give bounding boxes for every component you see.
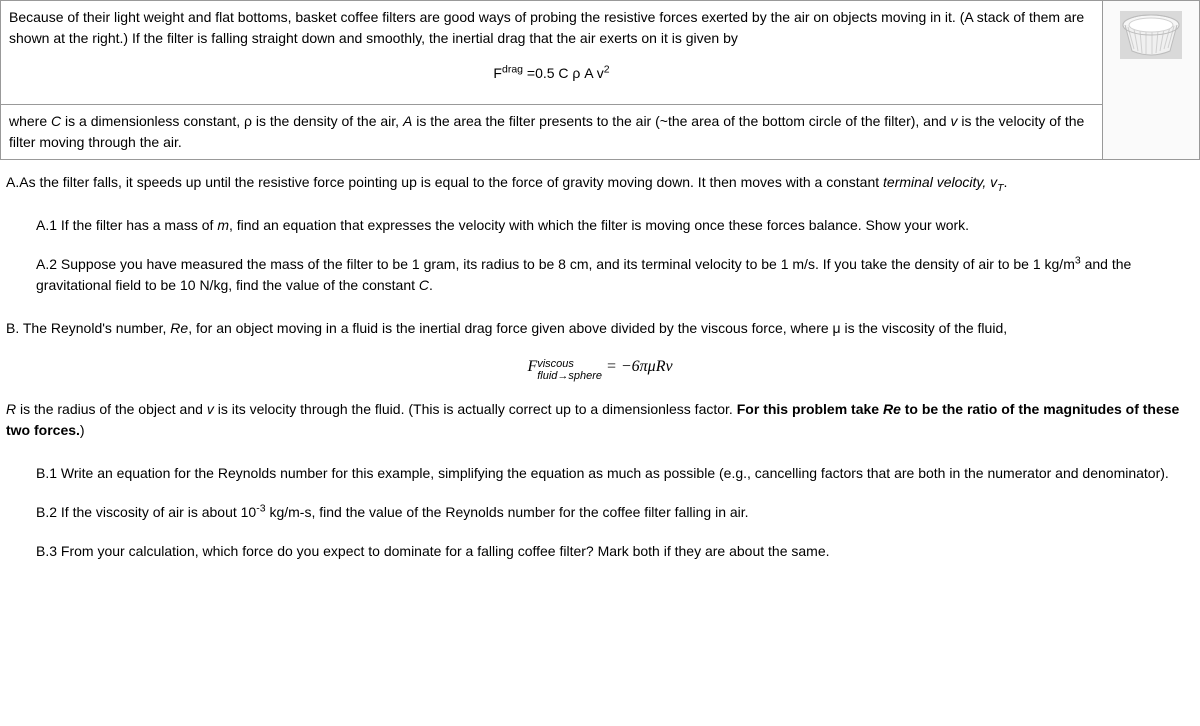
b2-pre: B.2 If the viscosity of air is about 10 bbox=[36, 504, 256, 520]
a-lead: A.As the filter falls, it speeds up unti… bbox=[6, 174, 883, 190]
part-a: A.As the filter falls, it speeds up unti… bbox=[0, 168, 1200, 197]
where-mid2: is the area the filter presents to the a… bbox=[412, 113, 950, 129]
eq1-lhs-base: F bbox=[493, 65, 502, 81]
a2-end: . bbox=[429, 277, 433, 293]
aftereq-bold-Re: Re bbox=[883, 401, 901, 417]
a1: A.1 If the filter has a mass of m, find … bbox=[0, 215, 1200, 236]
a-lead-end: . bbox=[1004, 174, 1008, 190]
aftereq-mid2: is its velocity through the fluid. (This… bbox=[214, 401, 737, 417]
part-b: B. The Reynold's number, Re, for an obje… bbox=[0, 314, 1200, 343]
eq2-sub: fluid→sphere bbox=[537, 370, 602, 382]
a-term: terminal velocity, vT bbox=[883, 174, 1004, 190]
coffee-filter-icon bbox=[1120, 11, 1182, 59]
viscous-equation: Fviscousfluid→sphere = −6πμRv bbox=[0, 355, 1200, 383]
where-mid1: is a dimensionless constant, ρ is the de… bbox=[61, 113, 403, 129]
eq1-lhs-sup: drag bbox=[502, 63, 523, 75]
eq1-rhs-prefix: =0.5 C ρ A v bbox=[523, 65, 604, 81]
b-lead-pre: B. The Reynold's number, bbox=[6, 320, 170, 336]
a-term-text: terminal velocity, v bbox=[883, 174, 997, 190]
a1-m: m bbox=[217, 217, 229, 233]
b2-sup: -3 bbox=[256, 502, 265, 514]
eq1-rhs-sup: 2 bbox=[604, 63, 610, 75]
b-Re: Re bbox=[170, 320, 188, 336]
b2-post: kg/m-s, find the value of the Reynolds n… bbox=[266, 504, 749, 520]
eq2-rhs: = −6πμRv bbox=[602, 358, 673, 375]
where-C: C bbox=[51, 113, 61, 129]
where-pre: where bbox=[9, 113, 51, 129]
intro-box: Because of their light weight and flat b… bbox=[0, 0, 1200, 160]
aftereq-mid1: is the radius of the object and bbox=[16, 401, 207, 417]
filter-image-cell bbox=[1103, 1, 1200, 160]
aftereq-R: R bbox=[6, 401, 16, 417]
b1: B.1 Write an equation for the Reynolds n… bbox=[0, 463, 1200, 484]
aftereq-end: ) bbox=[80, 422, 85, 438]
after-eq: R is the radius of the object and v is i… bbox=[0, 395, 1200, 445]
b3: B.3 From your calculation, which force d… bbox=[0, 541, 1200, 562]
intro-text-cell: Because of their light weight and flat b… bbox=[1, 1, 1103, 105]
a2-C: C bbox=[419, 277, 429, 293]
where-A: A bbox=[403, 113, 412, 129]
drag-equation: Fdrag =0.5 C ρ A v2 bbox=[9, 63, 1094, 84]
a1-post: , find an equation that expresses the ve… bbox=[229, 217, 969, 233]
eq2-F: F bbox=[527, 358, 537, 375]
b-lead-post: , for an object moving in a fluid is the… bbox=[188, 320, 1007, 336]
aftereq-bold-pre: For this problem take bbox=[737, 401, 883, 417]
a1-pre: A.1 If the filter has a mass of bbox=[36, 217, 217, 233]
eq2-sup: viscous bbox=[537, 358, 574, 370]
where-cell: where C is a dimensionless constant, ρ i… bbox=[1, 105, 1103, 160]
intro-paragraph: Because of their light weight and flat b… bbox=[9, 7, 1094, 49]
aftereq-v: v bbox=[207, 401, 214, 417]
eq2-scripts: viscousfluid→sphere bbox=[537, 359, 602, 382]
a2-pre: A.2 Suppose you have measured the mass o… bbox=[36, 256, 1075, 272]
b2: B.2 If the viscosity of air is about 10-… bbox=[0, 502, 1200, 523]
a2: A.2 Suppose you have measured the mass o… bbox=[0, 254, 1200, 296]
